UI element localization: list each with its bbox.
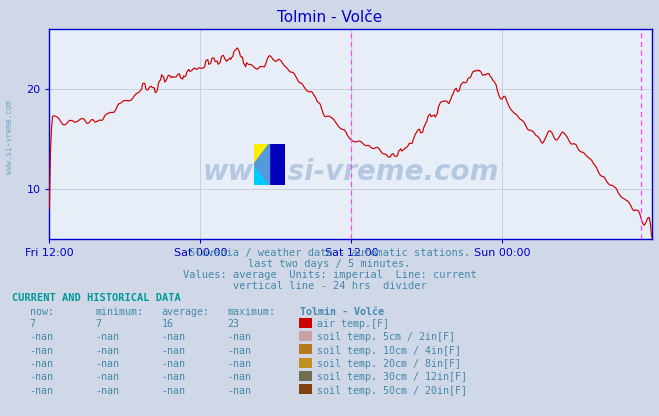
Bar <box>254 164 270 185</box>
Text: 23: 23 <box>227 319 239 329</box>
Text: soil temp. 30cm / 12in[F]: soil temp. 30cm / 12in[F] <box>317 372 467 382</box>
Text: -nan: -nan <box>96 359 119 369</box>
Text: 7: 7 <box>96 319 101 329</box>
Text: -nan: -nan <box>96 386 119 396</box>
Text: air temp.[F]: air temp.[F] <box>317 319 389 329</box>
Text: -nan: -nan <box>161 359 185 369</box>
Text: Tolmin - Volče: Tolmin - Volče <box>277 10 382 25</box>
Text: -nan: -nan <box>30 359 53 369</box>
Bar <box>270 144 285 185</box>
Text: -nan: -nan <box>161 332 185 342</box>
Text: -nan: -nan <box>161 386 185 396</box>
Text: soil temp. 10cm / 4in[F]: soil temp. 10cm / 4in[F] <box>317 346 461 356</box>
Text: -nan: -nan <box>227 359 251 369</box>
Text: -nan: -nan <box>30 346 53 356</box>
Text: -nan: -nan <box>96 372 119 382</box>
Text: -nan: -nan <box>227 386 251 396</box>
Text: -nan: -nan <box>96 346 119 356</box>
Text: last two days / 5 minutes.: last two days / 5 minutes. <box>248 259 411 269</box>
Text: Slovenia / weather data - automatic stations.: Slovenia / weather data - automatic stat… <box>189 248 470 258</box>
Text: now:: now: <box>30 307 53 317</box>
Text: -nan: -nan <box>30 332 53 342</box>
Text: Values: average  Units: imperial  Line: current: Values: average Units: imperial Line: cu… <box>183 270 476 280</box>
Bar <box>254 144 270 164</box>
Text: 7: 7 <box>30 319 36 329</box>
Text: -nan: -nan <box>161 372 185 382</box>
Text: www.si-vreme.com: www.si-vreme.com <box>203 158 499 186</box>
Text: -nan: -nan <box>227 372 251 382</box>
Text: soil temp. 20cm / 8in[F]: soil temp. 20cm / 8in[F] <box>317 359 461 369</box>
Text: maximum:: maximum: <box>227 307 275 317</box>
Text: average:: average: <box>161 307 210 317</box>
Text: -nan: -nan <box>227 346 251 356</box>
Text: -nan: -nan <box>96 332 119 342</box>
Text: minimum:: minimum: <box>96 307 144 317</box>
Text: -nan: -nan <box>227 332 251 342</box>
Text: vertical line - 24 hrs  divider: vertical line - 24 hrs divider <box>233 281 426 291</box>
Text: -nan: -nan <box>30 372 53 382</box>
Polygon shape <box>254 144 270 185</box>
Text: CURRENT AND HISTORICAL DATA: CURRENT AND HISTORICAL DATA <box>12 293 181 303</box>
Text: soil temp. 50cm / 20in[F]: soil temp. 50cm / 20in[F] <box>317 386 467 396</box>
Text: 16: 16 <box>161 319 173 329</box>
Text: www.si-vreme.com: www.si-vreme.com <box>5 100 14 174</box>
Text: -nan: -nan <box>161 346 185 356</box>
Text: soil temp. 5cm / 2in[F]: soil temp. 5cm / 2in[F] <box>317 332 455 342</box>
Text: -nan: -nan <box>30 386 53 396</box>
Text: Tolmin - Volče: Tolmin - Volče <box>300 307 384 317</box>
